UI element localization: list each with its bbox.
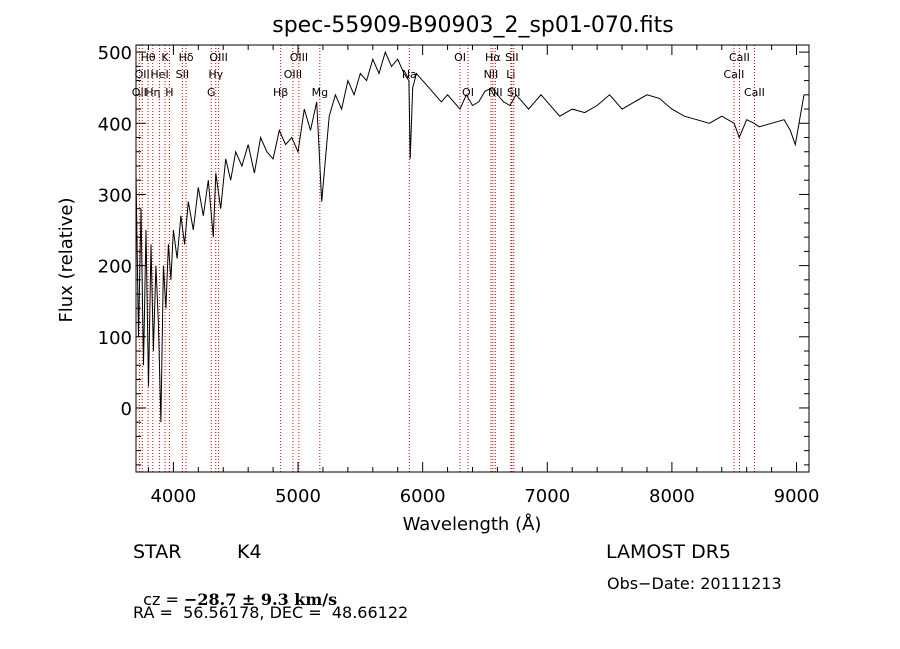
spectrum-line (135, 50, 805, 423)
line-marker-label: K (161, 51, 169, 64)
y-axis: 0 100 200 300 400 500 (98, 43, 809, 466)
line-marker-label: Hη (145, 86, 160, 99)
object-class: STAR (133, 541, 182, 563)
line-marker-label: Na (402, 68, 417, 81)
y-tick-label: 200 (98, 257, 132, 278)
cz-prefix: cz = (143, 590, 184, 609)
x-tick-label: 4000 (150, 486, 196, 507)
line-marker-label: OII (135, 68, 150, 81)
y-axis-label: Flux (relative) (56, 197, 77, 322)
obs-date: Obs−Date: 20111213 (607, 574, 782, 593)
survey-label: LAMOST DR5 (606, 541, 731, 563)
line-marker-label: CaII (729, 51, 750, 64)
line-marker-label: H (165, 86, 173, 99)
line-markers: OIIOIIHθHηHeIKHSIIHδGHγOIIIHβOIIIOIIIMgN… (132, 45, 765, 472)
x-axis: 4000 5000 6000 7000 8000 9000 (147, 45, 820, 507)
line-marker-label: G (207, 86, 216, 99)
line-marker-label: Hβ (273, 86, 288, 99)
x-tick-label: 5000 (275, 486, 321, 507)
x-tick-label: 9000 (774, 486, 820, 507)
line-marker-label: SII (176, 68, 189, 81)
ra-dec: RA = 56.56178, DEC = 48.66122 (133, 603, 409, 622)
redshift-line: cz = −28.7 ± 9.3 km/s (133, 576, 337, 608)
line-marker-label: OIII (209, 51, 227, 64)
line-marker-label: SII (505, 51, 518, 64)
line-marker-label: OI (454, 51, 466, 64)
line-marker-label: OIII (284, 68, 302, 81)
x-tick-label: 8000 (649, 486, 695, 507)
line-marker-label: OIII (290, 51, 308, 64)
y-tick-label: 300 (98, 185, 132, 206)
x-axis-label: Wavelength (Å) (403, 513, 542, 535)
line-marker-label: Hγ (208, 68, 223, 81)
line-marker-label: CaII (744, 86, 765, 99)
y-tick-label: 400 (98, 114, 132, 135)
y-tick-label: 500 (98, 43, 132, 64)
line-marker-label: CaII (724, 68, 745, 81)
line-marker-label: HeI (150, 68, 168, 81)
line-marker-label: Hα (485, 51, 501, 64)
y-tick-label: 0 (121, 399, 132, 420)
x-tick-label: 6000 (400, 486, 446, 507)
plot-frame (135, 44, 810, 473)
cz-value: −28.7 ± 9.3 km/s (183, 590, 338, 609)
y-tick-label: 100 (98, 328, 132, 349)
line-marker-label: Hδ (179, 51, 194, 64)
line-marker-label: Mg (312, 86, 328, 99)
object-subclass: K4 (237, 541, 262, 563)
line-marker-label: Li (506, 68, 515, 81)
line-marker-label: OI (462, 86, 474, 99)
chart-title: spec-55909-B90903_2_sp01-070.fits (272, 13, 674, 38)
line-marker-label: NII (484, 68, 499, 81)
line-marker-label: Hθ (141, 51, 156, 64)
x-tick-label: 7000 (524, 486, 570, 507)
